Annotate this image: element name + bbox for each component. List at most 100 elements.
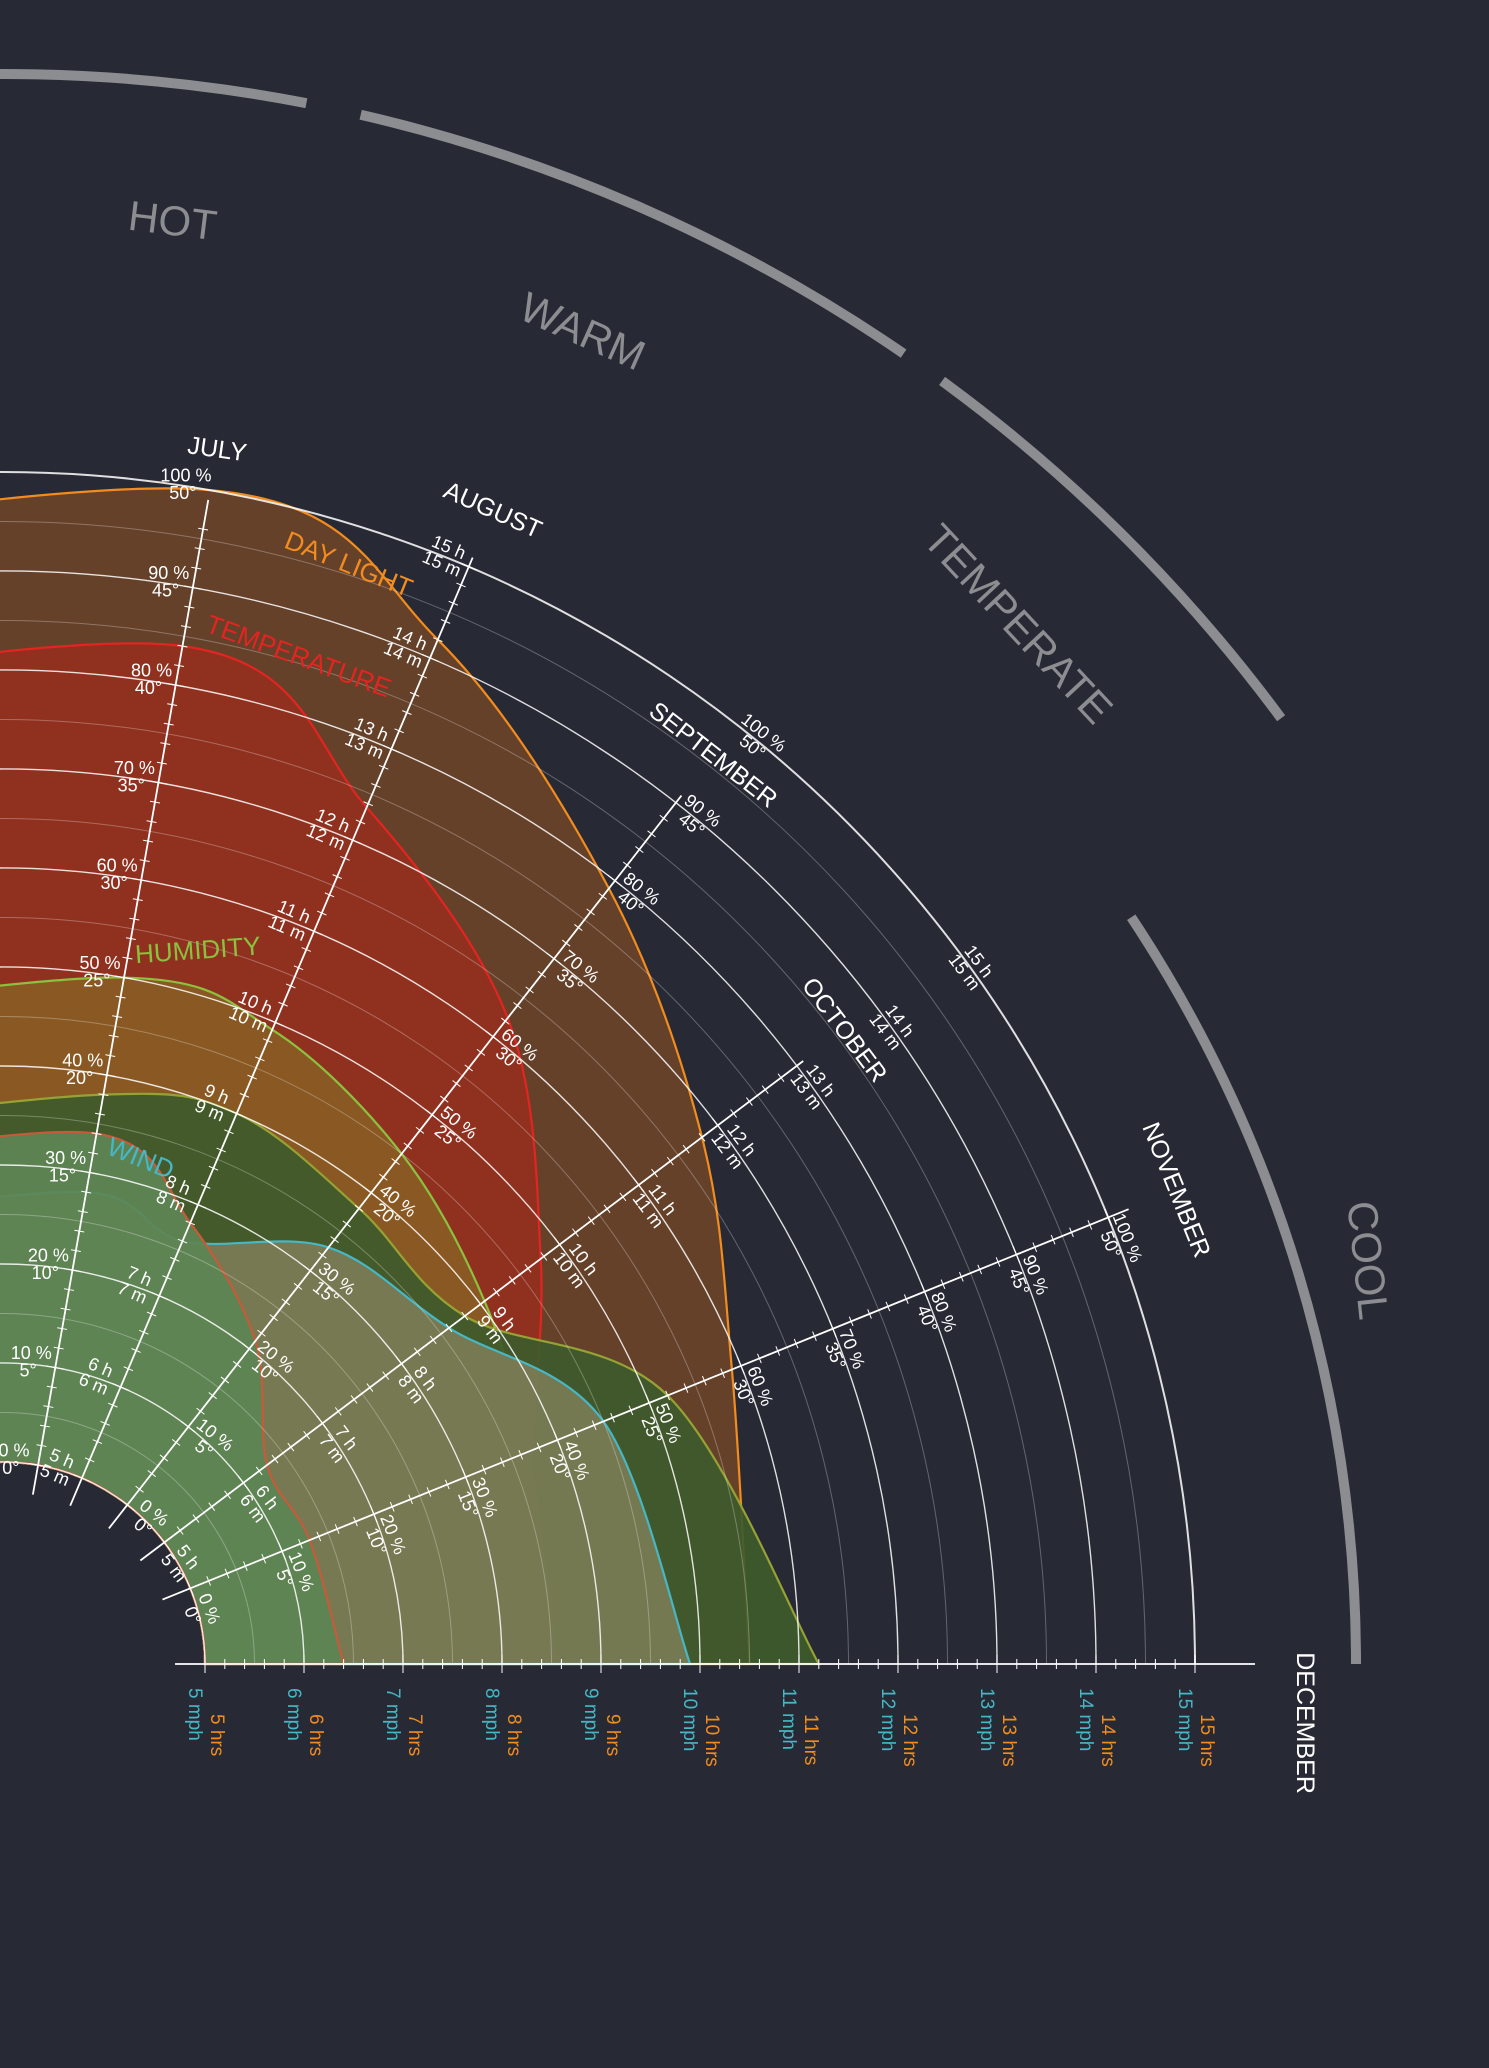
- axis-tick: [159, 1454, 169, 1462]
- axis-tick: [286, 983, 296, 989]
- axis-tick: [525, 986, 534, 994]
- axis-tick: [413, 1347, 421, 1357]
- grid-ring-minor: [0, 1214, 453, 1665]
- axis-tick: [518, 1449, 524, 1460]
- axis-tick: [115, 995, 126, 999]
- axis-tick: [200, 1184, 211, 1189]
- axis-tick: [682, 1144, 690, 1154]
- axis-tick: [536, 1442, 542, 1453]
- axis-tick: [574, 924, 583, 931]
- axis-tick: [94, 1112, 105, 1116]
- axis-tick: [635, 846, 644, 853]
- axis-tick: [645, 1394, 654, 1412]
- axis-tick: [424, 1108, 440, 1121]
- axis-tick: [98, 1093, 109, 1096]
- axis-tick: [301, 947, 312, 952]
- axis-tick: [150, 1291, 168, 1300]
- grid-ring: [0, 1263, 404, 1665]
- degree-label: 20°: [66, 1068, 93, 1088]
- axis-tick: [757, 1353, 762, 1364]
- percent-label: 10 %: [11, 1343, 52, 1363]
- season-arc-warm: [359, 109, 907, 358]
- axis-tick: [257, 1329, 266, 1337]
- axis-tick: [220, 1376, 230, 1384]
- axis-tick: [324, 892, 335, 898]
- axis-tick: [180, 625, 191, 628]
- grid-ring-minor: [0, 620, 1047, 1665]
- hrs-label: 13 hrs: [998, 1714, 1019, 1767]
- axis-tick: [977, 1264, 983, 1275]
- grid-ring: [0, 966, 701, 1665]
- hrs-label: 8 hrs: [503, 1714, 524, 1756]
- degree-label: 45°: [152, 581, 179, 601]
- axis-tick: [1069, 1227, 1074, 1238]
- percent-label: 40 %: [62, 1050, 103, 1070]
- axis-tick: [448, 600, 459, 606]
- axis-tick: [417, 673, 428, 679]
- axis-tick: [995, 1257, 1001, 1267]
- percent-label: 90 %: [148, 563, 189, 583]
- hrs-label: 9 hrs: [602, 1714, 623, 1756]
- axis-tick: [777, 1073, 785, 1083]
- axis-tick: [108, 1034, 119, 1038]
- axis-tick: [167, 703, 178, 706]
- percent-label: 50 %: [79, 953, 120, 973]
- axis-tick: [426, 1487, 432, 1497]
- axis-tick: [74, 1229, 85, 1233]
- axis-tick: [123, 1366, 134, 1372]
- axis-tick: [1087, 1220, 1093, 1230]
- axis-tick: [180, 1420, 196, 1433]
- axis-tick: [573, 1427, 579, 1438]
- axis-tick: [278, 1542, 286, 1560]
- axis-tick: [350, 1395, 358, 1404]
- degree-label: 5°: [19, 1361, 36, 1381]
- mph-label: 10 mph: [679, 1688, 700, 1751]
- axis-tick: [224, 1129, 234, 1135]
- axis-tick: [77, 1210, 88, 1213]
- axis-tick: [366, 1383, 374, 1392]
- axis-tick: [166, 683, 185, 688]
- axis-tick: [278, 1001, 288, 1007]
- axis-tick: [460, 562, 478, 571]
- axis-tick: [610, 1412, 615, 1423]
- axis-tick: [143, 839, 154, 843]
- axis-tick: [683, 1383, 689, 1393]
- axis-tick: [147, 1470, 156, 1478]
- degree-label: 40°: [135, 678, 162, 698]
- series-areas: [0, 487, 821, 1666]
- axis-tick: [293, 1282, 303, 1290]
- axis-tick: [194, 547, 205, 550]
- axis-tick: [318, 1251, 327, 1259]
- percent-label: 80 %: [131, 660, 172, 680]
- axis-tick: [132, 878, 151, 883]
- axis-tick: [135, 1485, 144, 1493]
- axis-tick: [57, 1327, 68, 1330]
- hrs-label: 14 hrs: [1097, 1714, 1118, 1767]
- axis-tick: [334, 1407, 342, 1416]
- axis-tick: [382, 745, 400, 753]
- percent-label: 100 %: [160, 465, 211, 485]
- axis-tick: [632, 1177, 645, 1193]
- axis-tick: [171, 1438, 181, 1446]
- degree-label: 15°: [49, 1166, 76, 1186]
- axis-tick: [162, 1275, 172, 1280]
- axis-tick: [940, 1279, 946, 1290]
- degree-label: 10°: [32, 1263, 59, 1283]
- axis-tick: [29, 1463, 48, 1468]
- axis-tick: [711, 1117, 724, 1133]
- mph-label: 15 mph: [1174, 1688, 1195, 1751]
- axis-tick: [659, 814, 668, 822]
- axis-tick: [100, 1420, 110, 1426]
- degree-label: 35°: [118, 776, 145, 796]
- axis-tick: [224, 1490, 231, 1500]
- axis-tick: [305, 927, 323, 936]
- axis-tick: [46, 1385, 57, 1389]
- month-axis-august: [69, 557, 474, 1507]
- axis-tick: [92, 1439, 103, 1445]
- percent-label: 0 %: [0, 1440, 30, 1460]
- axis-tick: [261, 1553, 267, 1564]
- grid-ring: [0, 768, 899, 1665]
- axis-tick: [408, 1494, 413, 1505]
- axis-tick: [666, 1156, 674, 1166]
